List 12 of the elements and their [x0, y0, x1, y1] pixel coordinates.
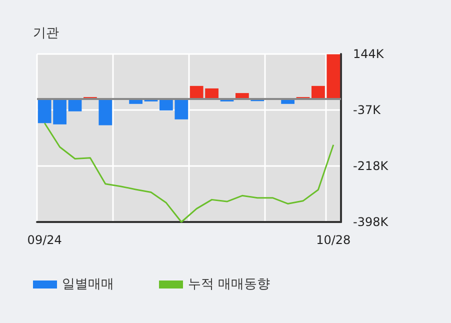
chart-title: 기관	[33, 26, 59, 41]
y-tick-label: 144K	[353, 47, 385, 61]
x-tick-label: 09/24	[27, 233, 62, 247]
legend-label: 누적 매매동향	[188, 277, 270, 292]
y-tick-label: -37K	[353, 103, 382, 118]
bar	[236, 93, 249, 99]
line-series	[44, 122, 334, 223]
x-tick-label: 10/28	[316, 233, 351, 247]
y-tick-label: -218K	[353, 159, 390, 174]
bar	[98, 98, 112, 126]
legend-label: 일별매매	[62, 277, 114, 292]
y-tick-label: -398K	[353, 215, 390, 229]
